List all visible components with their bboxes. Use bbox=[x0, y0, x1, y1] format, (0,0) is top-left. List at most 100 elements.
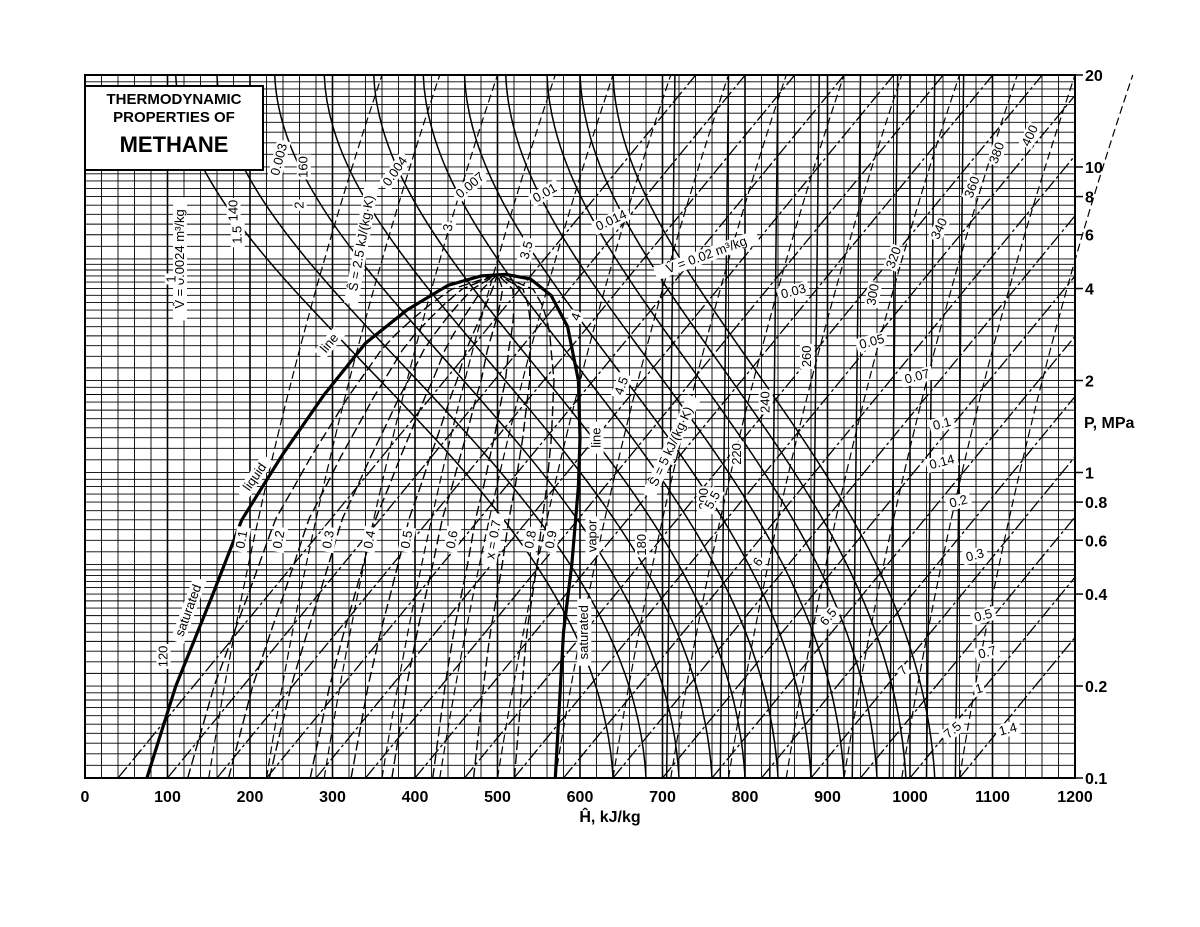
x-tick-label: 100 bbox=[154, 789, 181, 806]
quality-line bbox=[350, 274, 499, 779]
isochore-label: 0.05 bbox=[858, 331, 886, 352]
quality-label-bg bbox=[269, 526, 289, 554]
isentrope bbox=[265, 74, 441, 779]
quality-label-bg bbox=[397, 526, 417, 554]
isochore bbox=[265, 74, 845, 779]
plot-frame bbox=[84, 74, 1076, 779]
quality-label: 0.9 bbox=[542, 529, 560, 549]
isotherm-label-bg bbox=[156, 643, 171, 669]
x-tick-label: 1200 bbox=[1057, 789, 1093, 806]
isochore-label: 0.2 bbox=[948, 492, 969, 511]
sat-liquid-label-bg bbox=[170, 576, 207, 645]
isochore-label-bg bbox=[928, 413, 956, 434]
isotherm bbox=[769, 74, 779, 779]
y-tick-label: 6 bbox=[1085, 228, 1094, 245]
y-tick-label: 1 bbox=[1085, 465, 1094, 482]
y-tick-label: 0.6 bbox=[1085, 533, 1107, 550]
sat-vapor-label-3: line bbox=[589, 428, 604, 448]
isochore-label-bg bbox=[994, 719, 1022, 740]
isentrope-label: 4.5 bbox=[611, 375, 631, 397]
isotherm-label-bg bbox=[927, 214, 952, 243]
isotherm-label: 380 bbox=[986, 140, 1008, 166]
quality-label: 0.4 bbox=[360, 529, 378, 549]
quality-line bbox=[187, 273, 498, 779]
quality-label: 0.5 bbox=[397, 529, 415, 549]
isochore bbox=[958, 637, 1076, 779]
isotherm-label: 300 bbox=[863, 283, 882, 307]
isentrope bbox=[958, 74, 1134, 779]
sat-vapor-label-bg bbox=[577, 598, 592, 666]
isochore-label: 0.014 bbox=[593, 206, 629, 233]
isochore-label-bg bbox=[961, 545, 989, 566]
saturation-dome bbox=[145, 272, 582, 779]
isochore-label: 0.03 bbox=[779, 280, 807, 301]
quality-label-bg bbox=[360, 526, 379, 554]
isochore bbox=[166, 74, 746, 779]
isochore-label-bg bbox=[924, 451, 960, 474]
y-tick-label: 8 bbox=[1085, 190, 1094, 207]
x-tick-label: 700 bbox=[649, 789, 676, 806]
isochore-label-bg bbox=[173, 197, 187, 321]
isochore-label: 0.003 bbox=[267, 142, 290, 177]
isochore bbox=[463, 74, 1043, 779]
quality-label-bg bbox=[319, 526, 338, 554]
sat-liquid-label-2-bg bbox=[236, 454, 274, 500]
isochore-label: 0.14 bbox=[928, 451, 956, 472]
isochore-label-bg bbox=[527, 179, 563, 208]
isotherm bbox=[579, 74, 907, 779]
sat-liquid-label-3-bg bbox=[313, 326, 346, 360]
isochore-label-bg bbox=[267, 138, 291, 181]
chart-axes: 0 100 200 300 400 500 600 700 800 900 1000 1100 1200… bbox=[81, 68, 1135, 826]
isentrope bbox=[496, 74, 672, 779]
quality-label: x = 0.7 bbox=[482, 519, 504, 560]
x-tick-label: 500 bbox=[484, 789, 511, 806]
quality-label: 0.8 bbox=[521, 529, 539, 549]
isochore-label-bg bbox=[652, 229, 761, 281]
isotherm-label-bg bbox=[986, 138, 1008, 168]
isochore-label-bg bbox=[776, 280, 811, 303]
isentrope bbox=[439, 74, 614, 779]
quality-label: 0.3 bbox=[319, 529, 337, 549]
x-axis-label: Ĥ, kJ/kg bbox=[579, 807, 640, 826]
isotherm bbox=[810, 74, 820, 779]
chart-title-line-1: THERMODYNAMIC bbox=[106, 91, 242, 108]
isochore bbox=[414, 74, 994, 779]
isochore-label-bg bbox=[899, 365, 935, 388]
isotherm-label-bg bbox=[863, 281, 883, 309]
isentrope bbox=[381, 74, 556, 779]
isotherm-label: 240 bbox=[758, 391, 773, 413]
isotherm-label: 360 bbox=[961, 174, 983, 200]
isochore bbox=[315, 74, 895, 779]
quality-line bbox=[391, 274, 504, 779]
isotherm bbox=[373, 74, 746, 779]
isotherm bbox=[463, 74, 812, 779]
isochore-label-bg bbox=[944, 491, 973, 512]
isotherm-label-bg bbox=[961, 173, 984, 202]
isentrope bbox=[323, 74, 499, 779]
isentrope-label-bg bbox=[641, 394, 701, 499]
quality-line bbox=[497, 273, 555, 779]
isentrope-label-bg bbox=[610, 371, 633, 401]
quality-line bbox=[268, 273, 498, 779]
quality-line bbox=[309, 273, 498, 779]
isochore-label: 0.1 bbox=[931, 414, 952, 433]
isentrope-label: 1 bbox=[164, 275, 179, 282]
isentrope bbox=[843, 74, 1018, 779]
isochore bbox=[612, 215, 1076, 779]
x-tick-label: 1000 bbox=[892, 789, 928, 806]
y-tick-label: 0.8 bbox=[1085, 495, 1107, 512]
quality-label: 0.2 bbox=[270, 529, 288, 549]
sat-vapor-label: saturated bbox=[576, 605, 591, 659]
isochore-label: 1 bbox=[974, 680, 985, 696]
isochore bbox=[513, 94, 1076, 779]
isotherm-label: 160 bbox=[296, 156, 311, 178]
isotherm-label-bg bbox=[296, 154, 311, 180]
isochore-label: 0.7 bbox=[977, 642, 998, 661]
quality-label: 0.6 bbox=[443, 529, 461, 549]
sat-vapor-label-2-bg bbox=[585, 516, 600, 556]
x-tick-label: 200 bbox=[237, 789, 264, 806]
isotherm-label: 260 bbox=[799, 345, 814, 367]
isochore bbox=[216, 74, 796, 779]
quality-label-bg bbox=[542, 526, 561, 554]
